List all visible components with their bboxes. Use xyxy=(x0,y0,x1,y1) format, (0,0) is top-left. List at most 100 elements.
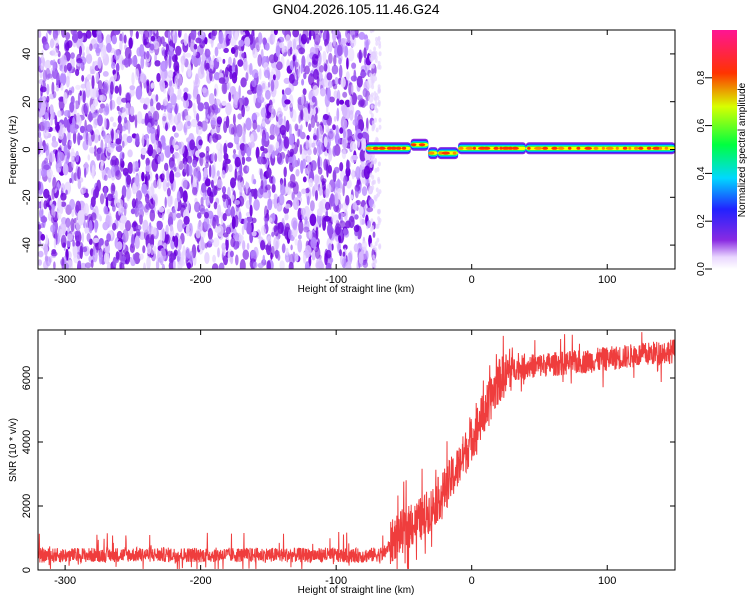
noise-blob xyxy=(160,60,168,72)
noise-blob xyxy=(176,94,182,100)
noise-blob xyxy=(371,84,375,90)
noise-blob xyxy=(227,204,231,214)
noise-blob xyxy=(318,52,322,66)
noise-blob xyxy=(317,155,321,170)
noise-blob xyxy=(304,65,310,75)
noise-blob xyxy=(252,30,255,37)
colorbar: 0.0 0.2 0.4 0.6 0.8 Normalized spectral ampl… xyxy=(696,30,748,276)
noise-blob xyxy=(278,193,285,206)
noise-blob xyxy=(336,98,340,106)
noise-blob xyxy=(97,56,102,69)
noise-blob xyxy=(307,148,312,156)
noise-blob xyxy=(164,49,168,56)
snr-series-line xyxy=(38,332,675,570)
x-tick-label: 0 xyxy=(469,575,475,587)
noise-blob xyxy=(360,71,367,78)
noise-blob xyxy=(355,199,361,206)
noise-blob xyxy=(306,37,310,44)
noise-blob xyxy=(222,213,227,222)
noise-blob xyxy=(192,159,198,168)
noise-blob xyxy=(339,99,345,105)
noise-blob xyxy=(346,32,351,44)
noise-blob xyxy=(152,226,157,237)
noise-blob xyxy=(241,104,246,118)
noise-blob xyxy=(126,186,132,200)
noise-blob xyxy=(77,92,81,106)
noise-blob xyxy=(133,252,141,265)
noise-blob xyxy=(217,204,222,219)
noise-blob xyxy=(40,198,44,211)
noise-blob xyxy=(87,154,91,161)
signal-peak xyxy=(601,146,606,150)
noise-blob xyxy=(302,88,307,96)
colorbar-ticks: 0.0 0.2 0.4 0.6 0.8 xyxy=(696,70,712,276)
noise-blob xyxy=(373,46,377,52)
noise-blob xyxy=(351,169,355,180)
noise-blob xyxy=(139,73,147,84)
noise-blob xyxy=(74,230,80,236)
noise-blob xyxy=(302,158,306,169)
noise-blob xyxy=(181,202,188,208)
noise-blob xyxy=(95,90,99,98)
noise-blob xyxy=(154,60,161,67)
noise-blob xyxy=(358,31,366,40)
noise-blob xyxy=(151,158,159,172)
noise-blob xyxy=(111,62,116,69)
noise-blob xyxy=(150,35,156,42)
noise-blob xyxy=(308,177,314,188)
noise-blob xyxy=(69,140,72,147)
noise-blob xyxy=(77,166,81,180)
y-tick-label: 2000 xyxy=(21,494,33,518)
noise-blob xyxy=(190,30,197,41)
noise-blob xyxy=(362,178,367,185)
noise-blob xyxy=(93,145,97,157)
noise-blob xyxy=(99,94,107,102)
noise-blob xyxy=(315,190,318,201)
noise-blob xyxy=(377,216,381,222)
noise-blob xyxy=(214,153,218,163)
noise-blob xyxy=(337,188,342,194)
noise-blob xyxy=(176,190,181,203)
noise-blob xyxy=(334,192,339,206)
noise-blob xyxy=(228,91,232,102)
noise-blob xyxy=(281,89,285,95)
noise-blob xyxy=(51,204,55,211)
noise-blob xyxy=(176,153,181,165)
noise-blob xyxy=(214,88,217,97)
noise-blob xyxy=(174,30,178,44)
noise-blob xyxy=(66,233,73,242)
signal-peak xyxy=(493,146,499,150)
noise-blob xyxy=(104,239,109,247)
noise-blob xyxy=(122,140,125,148)
noise-blob xyxy=(256,124,261,133)
noise-blob xyxy=(229,250,234,258)
noise-blob xyxy=(162,41,167,47)
noise-blob xyxy=(89,146,95,154)
noise-blob xyxy=(131,233,135,247)
noise-blob xyxy=(313,147,317,156)
noise-blob xyxy=(45,142,50,157)
noise-blob xyxy=(195,37,202,44)
noise-blob xyxy=(223,232,229,238)
noise-blob xyxy=(344,45,348,58)
noise-blob xyxy=(288,133,295,146)
noise-blob xyxy=(250,249,257,261)
noise-blob xyxy=(58,96,65,102)
noise-blob xyxy=(371,30,375,33)
signal-peak xyxy=(438,151,443,155)
signal-peak xyxy=(634,146,639,150)
noise-blob xyxy=(225,237,229,251)
noise-blob xyxy=(105,220,109,229)
noise-blob xyxy=(338,64,343,79)
noise-blob xyxy=(207,228,213,240)
noise-blob xyxy=(149,43,155,51)
spectrogram-y-axis-label: Frequency (Hz) xyxy=(8,116,19,185)
noise-blob xyxy=(262,37,267,46)
noise-blob xyxy=(341,136,348,149)
noise-blob xyxy=(132,253,136,260)
noise-blob xyxy=(72,130,77,144)
signal-peak xyxy=(458,146,464,150)
noise-blob xyxy=(109,116,114,122)
signal-peak xyxy=(401,146,407,150)
